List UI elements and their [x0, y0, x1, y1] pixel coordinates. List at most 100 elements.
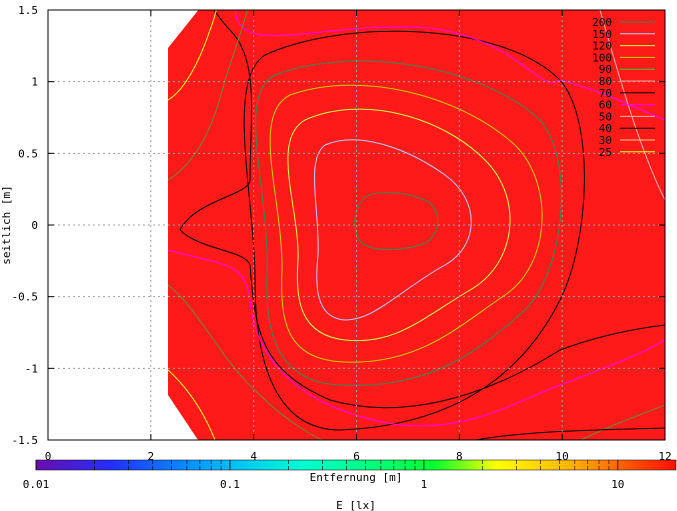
- legend-label: 60: [599, 99, 612, 112]
- edge-triangle-top: [588, 10, 595, 16]
- y-tick-label: -0.5: [12, 291, 39, 304]
- edge-triangle-top: [615, 10, 622, 16]
- x-tick-label: 4: [250, 450, 257, 463]
- contour-lines: [167, 10, 665, 440]
- edge-triangle-top: [462, 10, 469, 16]
- edge-triangle-top: [660, 10, 665, 16]
- edge-triangle-bottom: [660, 435, 665, 440]
- edge-triangle-bottom: [246, 435, 253, 440]
- y-axis-title: seitlich [m]: [0, 185, 13, 264]
- edge-triangle-bottom: [390, 435, 397, 440]
- y-tick-label: -1.5: [12, 434, 39, 447]
- edge-triangle-bottom: [462, 435, 469, 440]
- colorbar-tick-label: 0.1: [220, 478, 240, 491]
- edge-triangle-top: [444, 10, 451, 16]
- edge-triangle-top: [426, 10, 433, 16]
- edge-triangle-top: [264, 10, 271, 16]
- contour-50: [599, 10, 665, 201]
- legend-label: 200: [592, 16, 612, 29]
- edge-triangle-bottom: [543, 435, 550, 440]
- edge-triangle-top: [570, 10, 577, 16]
- contour-150: [313, 139, 472, 321]
- edge-triangle-bottom: [552, 435, 559, 440]
- edge-triangle-bottom: [282, 435, 289, 440]
- edge-triangle-bottom: [444, 435, 451, 440]
- edge-triangle-bottom: [264, 435, 271, 440]
- edge-triangle-bottom: [381, 435, 388, 440]
- edge-triangle-top: [291, 10, 298, 16]
- edge-triangle-bottom: [273, 435, 280, 440]
- edge-triangle-bottom: [435, 435, 442, 440]
- y-axis-ticks: 1.5 1 0.5 0 -0.5 -1 -1.5: [12, 4, 665, 447]
- edge-triangle-bottom: [201, 435, 208, 440]
- edge-triangle-top: [453, 10, 460, 16]
- edge-triangle-bottom: [309, 435, 316, 440]
- contour-40b: [179, 229, 665, 409]
- legend-label: 25: [599, 146, 612, 159]
- edge-triangle-bottom: [372, 435, 379, 440]
- edge-triangle-bottom: [525, 435, 532, 440]
- legend-label: 100: [592, 51, 612, 64]
- edge-triangle-top: [606, 10, 613, 16]
- edge-triangle-top: [534, 10, 541, 16]
- edge-triangle-top: [219, 10, 226, 16]
- x-tick-label: 6: [353, 450, 360, 463]
- edge-triangle-bottom: [597, 435, 604, 440]
- edge-triangle-bottom: [507, 435, 514, 440]
- edge-triangle-top: [480, 10, 487, 16]
- edge-triangle-top: [381, 10, 388, 16]
- contour-100: [269, 84, 543, 363]
- legend-label: 90: [599, 63, 612, 76]
- edge-triangle-bottom: [426, 435, 433, 440]
- y-tick-label: 1: [31, 76, 38, 89]
- contour-25: [167, 10, 217, 101]
- colorbar-ticks: [35, 460, 619, 470]
- edge-triangle-bottom: [237, 435, 244, 440]
- x-axis-title: Entfernung [m]: [310, 471, 403, 484]
- edge-triangle-bottom: [336, 435, 343, 440]
- contour-30b: [167, 284, 324, 440]
- colorbar-tick-label: 10: [611, 478, 624, 491]
- edge-triangle-bottom: [363, 435, 370, 440]
- contour-25b: [167, 369, 216, 440]
- legend-label: 30: [599, 134, 612, 147]
- edge-triangle-top: [228, 10, 235, 16]
- edge-triangle-bottom: [417, 435, 424, 440]
- edge-triangle-top: [525, 10, 532, 16]
- edge-triangle-top: [273, 10, 280, 16]
- edge-triangle-top: [561, 10, 568, 16]
- edge-triangle-bottom: [300, 435, 307, 440]
- edge-triangle-top: [417, 10, 424, 16]
- edge-triangle-top: [282, 10, 289, 16]
- colorbar-tick-label: 1: [421, 478, 428, 491]
- colorbar-tick-label: 0.01: [23, 478, 50, 491]
- edge-triangle-bottom: [471, 435, 478, 440]
- edge-triangle-top: [372, 10, 379, 16]
- edge-triangle-bottom: [588, 435, 595, 440]
- edge-triangle-top: [399, 10, 406, 16]
- edge-triangle-top: [336, 10, 343, 16]
- edge-triangle-top: [246, 10, 253, 16]
- edge-triangle-bottom: [399, 435, 406, 440]
- edge-triangle-top: [318, 10, 325, 16]
- edge-triangle-bottom: [453, 435, 460, 440]
- edge-triangle-bottom: [570, 435, 577, 440]
- x-tick-label: 0: [45, 450, 52, 463]
- edge-triangle-bottom: [291, 435, 298, 440]
- y-tick-label: 1.5: [18, 4, 38, 17]
- edge-triangle-bottom: [651, 435, 658, 440]
- legend-label: 120: [592, 40, 612, 53]
- contour-90: [255, 60, 562, 386]
- edge-triangle-top: [552, 10, 559, 16]
- edge-triangle-bottom: [534, 435, 541, 440]
- edge-triangle-top: [543, 10, 550, 16]
- legend-label: 40: [599, 122, 612, 135]
- edge-triangle-top: [624, 10, 631, 16]
- edge-triangle-top: [390, 10, 397, 16]
- legend-label: 150: [592, 28, 612, 41]
- edge-triangle-bottom: [255, 435, 262, 440]
- colorbar-title: E [lx]: [336, 499, 376, 511]
- edge-triangle-top: [300, 10, 307, 16]
